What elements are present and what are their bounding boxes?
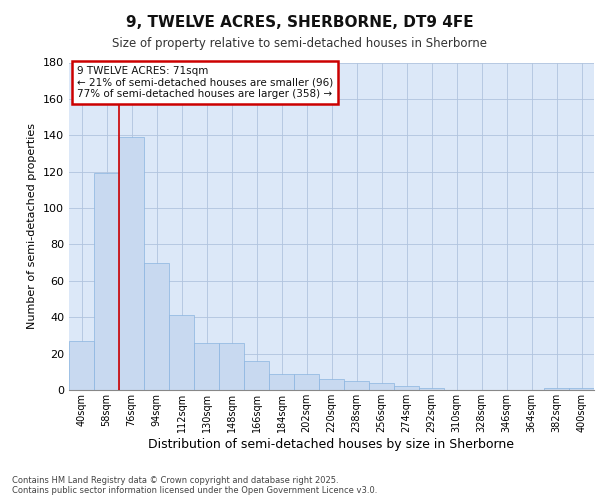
Text: Size of property relative to semi-detached houses in Sherborne: Size of property relative to semi-detach…: [113, 38, 487, 51]
Bar: [394, 386, 419, 390]
Bar: [569, 388, 594, 390]
Bar: [119, 137, 144, 390]
Y-axis label: Number of semi-detached properties: Number of semi-detached properties: [28, 123, 37, 329]
Bar: [244, 361, 269, 390]
Text: 9, TWELVE ACRES, SHERBORNE, DT9 4FE: 9, TWELVE ACRES, SHERBORNE, DT9 4FE: [126, 15, 474, 30]
Text: Contains HM Land Registry data © Crown copyright and database right 2025.
Contai: Contains HM Land Registry data © Crown c…: [12, 476, 377, 495]
Bar: [94, 174, 119, 390]
Bar: [419, 388, 444, 390]
Text: 9 TWELVE ACRES: 71sqm
← 21% of semi-detached houses are smaller (96)
77% of semi: 9 TWELVE ACRES: 71sqm ← 21% of semi-deta…: [77, 66, 333, 99]
X-axis label: Distribution of semi-detached houses by size in Sherborne: Distribution of semi-detached houses by …: [149, 438, 515, 450]
Bar: [219, 342, 244, 390]
Bar: [544, 388, 569, 390]
Bar: [269, 374, 294, 390]
Bar: [169, 316, 194, 390]
Bar: [194, 342, 219, 390]
Bar: [344, 381, 369, 390]
Bar: [144, 262, 169, 390]
Bar: [294, 374, 319, 390]
Bar: [69, 341, 94, 390]
Bar: [319, 379, 344, 390]
Bar: [369, 382, 394, 390]
